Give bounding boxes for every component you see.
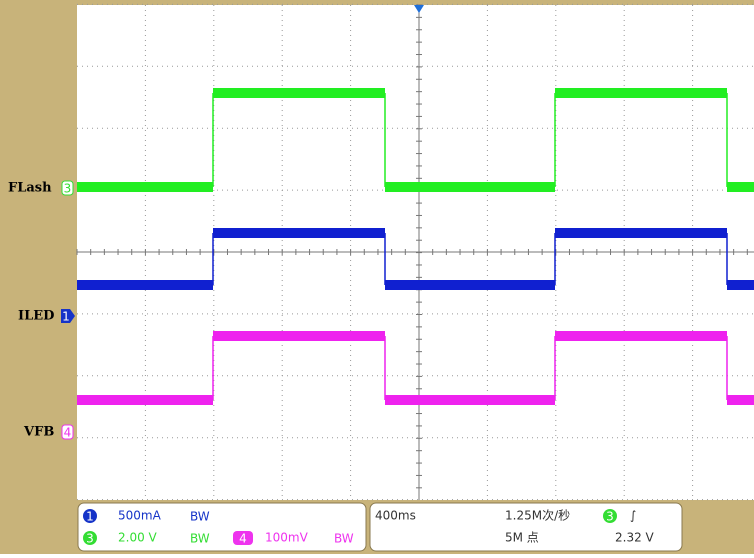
- channel-marker: [61, 424, 74, 440]
- trace-segment: [727, 182, 754, 192]
- channel-marker-text: 3: [64, 182, 72, 196]
- channel-marker: [61, 180, 74, 196]
- traces: [77, 88, 754, 405]
- trace-segment: [77, 182, 213, 192]
- ch4-badge: [233, 531, 253, 545]
- trigger-slope: ∫: [630, 509, 636, 523]
- ch4-bw: BW: [334, 532, 354, 546]
- ch1-badge-text: 1: [86, 510, 94, 524]
- trace-segment: [213, 331, 385, 341]
- ch3-bw: BW: [190, 532, 210, 546]
- trace-segment: [555, 331, 727, 341]
- sample-rate: 1.25M次/秒: [505, 509, 570, 523]
- ch4-badge-text: 4: [239, 532, 247, 546]
- ch3-badge: [83, 531, 97, 545]
- ch4-scale: 100mV: [265, 531, 309, 545]
- ch3-badge-text: 3: [86, 532, 94, 546]
- trigger-position: [414, 5, 424, 13]
- channel-label: VFB: [23, 425, 54, 440]
- ch1-badge: [83, 509, 97, 523]
- channel-status-box: [77, 502, 367, 552]
- channel-marker-text: 1: [62, 310, 70, 324]
- trace-segment: [727, 280, 754, 290]
- channel-marker-text: 4: [64, 426, 72, 440]
- channel-label: ILED: [18, 309, 54, 324]
- trigger-source: 3: [606, 510, 614, 524]
- trace-segment: [385, 280, 555, 290]
- channel-label: FLash: [8, 181, 52, 196]
- trigger-level: 2.32 V: [615, 531, 655, 545]
- trace-segment: [213, 228, 385, 238]
- timebase: 400ms: [375, 509, 416, 523]
- ch3-scale: 2.00 V: [118, 531, 158, 545]
- trace-segment: [385, 395, 555, 405]
- trace-segment: [555, 228, 727, 238]
- trace-segment: [555, 88, 727, 98]
- ch1-scale: 500mA: [118, 509, 162, 523]
- grid: [76, 3, 754, 501]
- trace-segment: [213, 88, 385, 98]
- trace-segment: [77, 280, 213, 290]
- trigger-source-badge: [603, 509, 617, 523]
- ch1-bw: BW: [190, 510, 210, 524]
- trace-segment: [77, 395, 213, 405]
- record-length: 5M 点: [505, 531, 539, 545]
- trace-segment: [385, 182, 555, 192]
- trace-segment: [727, 395, 754, 405]
- channel-marker: [61, 309, 75, 323]
